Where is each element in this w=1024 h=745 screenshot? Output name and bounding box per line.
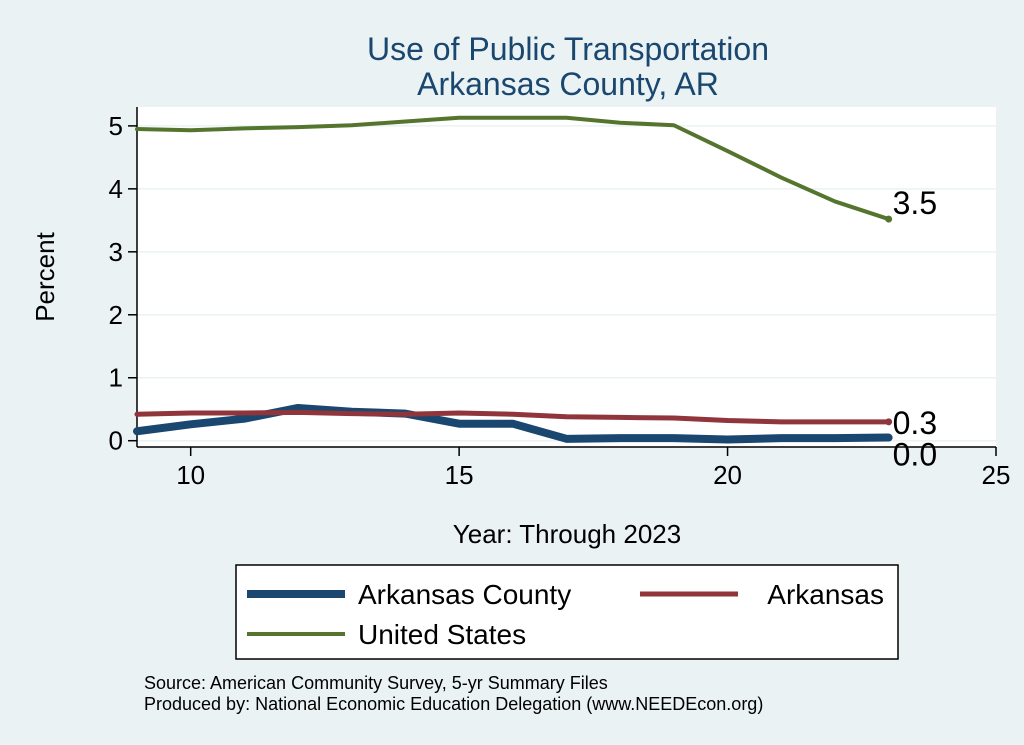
series-end-point-1 [885,418,893,426]
y-tick-label: 3 [109,237,123,267]
x-tick-label: 15 [445,460,474,490]
source-note: Source: American Community Survey, 5-yr … [144,673,608,693]
producer-note: Produced by: National Economic Education… [144,694,763,714]
x-tick-label: 10 [176,460,205,490]
end-labels: 0.00.3 3.5 [893,185,937,472]
series-end-point-0 [885,434,893,442]
chart-title: Use of Public Transportation [367,31,769,67]
series-line-1 [134,409,892,425]
y-tick-label: 2 [109,300,123,330]
x-tick-label: 20 [713,460,742,490]
legend-label: Arkansas [767,579,884,610]
legend-entries: Arkansas County Arkansas United States [247,579,884,650]
chart-subtitle: Arkansas County, AR [417,66,719,102]
end-value-label: 3.5 [893,185,937,221]
series-lines [133,115,893,444]
plot-area [137,107,996,447]
series-end-point-2 [885,215,893,223]
series-line-2 [135,115,891,222]
y-tick-label: 4 [109,174,123,204]
legend-label: United States [358,619,526,650]
legend [235,564,899,660]
y-tick-label: 5 [109,111,123,141]
end-value-label: 0.0 [893,437,937,473]
legend-label: Arkansas County [358,579,571,610]
x-tick-label: 25 [982,460,1011,490]
x-axis-title: Year: Through 2023 [453,519,681,549]
end-value-label: 0.3 [893,405,937,441]
y-axis-title: Percent [30,231,60,321]
axes: 0 1 2 3 4 5 10 15 20 25 [109,107,1011,490]
y-tick-label: 1 [109,363,123,393]
y-tick-label: 0 [109,426,123,456]
